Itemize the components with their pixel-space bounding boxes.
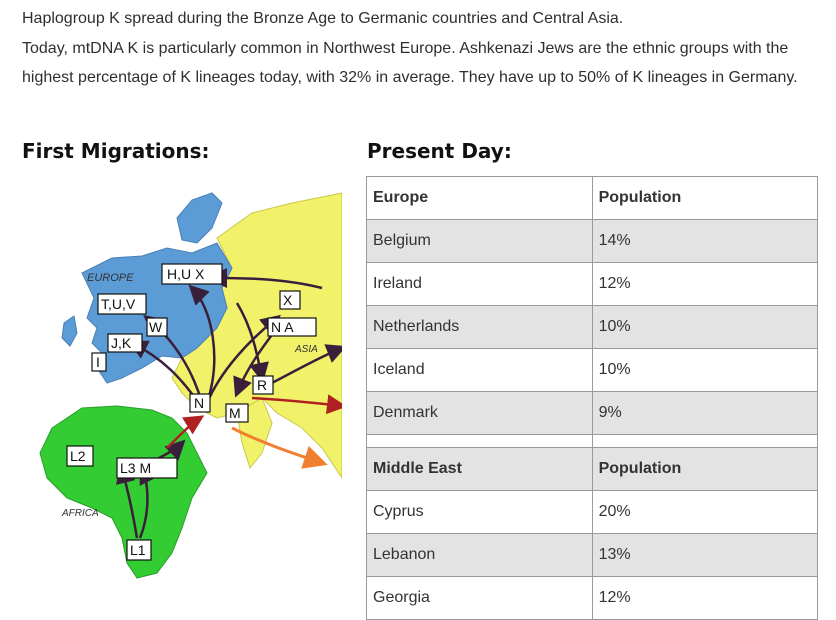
pct-cell: 12% xyxy=(591,262,819,306)
country-cell: Netherlands xyxy=(366,305,593,349)
box-l3m: L3 M xyxy=(120,460,151,476)
table-row: Belgium 14% xyxy=(366,219,819,263)
table-row: Cyprus 20% xyxy=(366,490,819,534)
spacer-cell xyxy=(366,434,593,448)
table-row: Georgia 12% xyxy=(366,576,819,620)
spacer-cell xyxy=(591,434,819,448)
box-r: R xyxy=(257,377,267,393)
table-header-europe: Europe Population xyxy=(366,176,819,220)
pct-cell: 10% xyxy=(591,305,819,349)
country-cell: Ireland xyxy=(366,262,593,306)
pct-cell: 14% xyxy=(591,219,819,263)
heading-present-day: Present Day: xyxy=(367,139,512,163)
label-asia: ASIA xyxy=(294,344,318,355)
country-cell: Denmark xyxy=(366,391,593,435)
britain-landmass xyxy=(61,315,78,347)
intro-line-2: Today, mtDNA K is particularly common in… xyxy=(22,39,798,87)
country-cell: Iceland xyxy=(366,348,593,392)
box-n: N xyxy=(194,395,204,411)
table-row: Iceland 10% xyxy=(366,348,819,392)
box-w: W xyxy=(149,319,163,335)
header-population: Population xyxy=(591,447,819,491)
box-l1: L1 xyxy=(130,542,146,558)
table-spacer-row xyxy=(366,434,819,448)
table-row: Denmark 9% xyxy=(366,391,819,435)
label-europe: EUROPE xyxy=(87,272,134,284)
table-row: Ireland 12% xyxy=(366,262,819,306)
box-m: M xyxy=(229,405,241,421)
pct-cell: 13% xyxy=(591,533,819,577)
intro-text: Haplogroup K spread during the Bronze Ag… xyxy=(22,4,822,93)
intro-line-1: Haplogroup K spread during the Bronze Ag… xyxy=(22,10,624,27)
table-row: Lebanon 13% xyxy=(366,533,819,577)
box-x: X xyxy=(283,292,293,308)
label-africa: AFRICA xyxy=(61,508,99,519)
table-row: Netherlands 10% xyxy=(366,305,819,349)
header-population: Population xyxy=(591,176,819,220)
pct-cell: 12% xyxy=(591,576,819,620)
box-l2: L2 xyxy=(70,448,86,464)
table-header-middle-east: Middle East Population xyxy=(366,447,819,491)
box-na: N A xyxy=(271,319,294,335)
scandinavia-landmass xyxy=(176,192,223,244)
header-region: Middle East xyxy=(366,447,593,491)
box-tuv: T,U,V xyxy=(101,296,136,312)
population-table: Europe Population Belgium 14% Ireland 12… xyxy=(366,176,819,620)
box-i: I xyxy=(96,354,100,370)
country-cell: Belgium xyxy=(366,219,593,263)
country-cell: Cyprus xyxy=(366,490,593,534)
pct-cell: 20% xyxy=(591,490,819,534)
pct-cell: 10% xyxy=(591,348,819,392)
header-region: Europe xyxy=(366,176,593,220)
country-cell: Lebanon xyxy=(366,533,593,577)
box-huk: H,U X xyxy=(167,266,205,282)
migration-map: EUROPE ASIA AFRICA H,U X T,U,V W J,K I X… xyxy=(39,192,342,579)
box-jk: J,K xyxy=(111,335,132,351)
pct-cell: 9% xyxy=(591,391,819,435)
heading-first-migrations: First Migrations: xyxy=(22,139,210,163)
country-cell: Georgia xyxy=(366,576,593,620)
